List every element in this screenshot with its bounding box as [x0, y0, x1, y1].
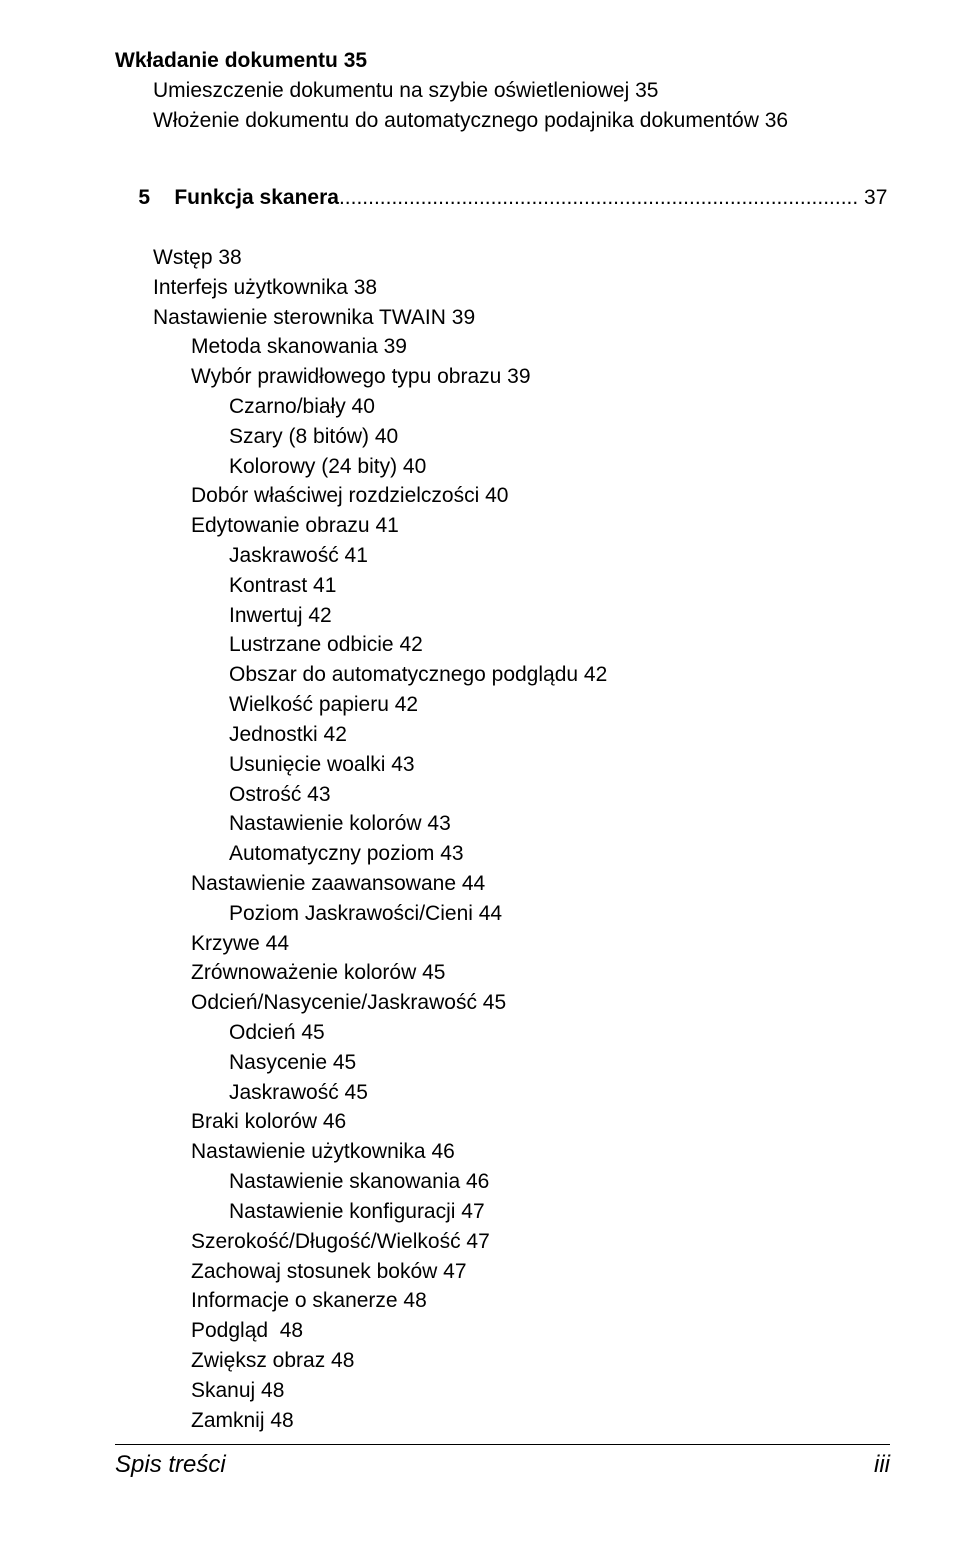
toc-entry: Metoda skanowania 39 — [115, 332, 890, 362]
toc-entry: Poziom Jaskrawości/Cieni 44 — [115, 899, 890, 929]
toc-entry: Obszar do automatycznego podglądu 42 — [115, 660, 890, 690]
toc-entry: Inwertuj 42 — [115, 601, 890, 631]
toc-entry: Ostrość 43 — [115, 780, 890, 810]
toc-entry: Edytowanie obrazu 41 — [115, 511, 890, 541]
toc-entry: Kontrast 41 — [115, 571, 890, 601]
footer-divider — [115, 1444, 890, 1445]
footer-left: Spis treści — [115, 1451, 226, 1479]
chapter-title: Funkcja skanera — [174, 186, 339, 209]
toc-entry: Nastawienie użytkownika 46 — [115, 1137, 890, 1167]
page: Wkładanie dokumentu 35Umieszczenie dokum… — [0, 0, 960, 1541]
toc-entry: Wkładanie dokumentu 35 — [115, 46, 890, 76]
toc-entry: Umieszczenie dokumentu na szybie oświetl… — [115, 76, 890, 106]
toc-entry: Nasycenie 45 — [115, 1048, 890, 1078]
footer-row: Spis treści iii — [115, 1451, 890, 1479]
toc-entry: Szerokość/Długość/Wielkość 47 — [115, 1227, 890, 1257]
chapter-dots: ........................................… — [339, 186, 864, 209]
toc-entry: Nastawienie kolorów 43 — [115, 809, 890, 839]
toc-entry: Lustrzane odbicie 42 — [115, 630, 890, 660]
toc-entry: Jaskrawość 45 — [115, 1078, 890, 1108]
toc-entry: Odcień 45 — [115, 1018, 890, 1048]
toc-entry: Nastawienie konfiguracji 47 — [115, 1197, 890, 1227]
toc-block-2: Wstęp 38Interfejs użytkownika 38Nastawie… — [115, 243, 890, 1436]
toc-entry: Krzywe 44 — [115, 929, 890, 959]
toc-entry: Braki kolorów 46 — [115, 1107, 890, 1137]
chapter-page: 37 — [864, 186, 887, 209]
toc-entry: Usunięcie woalki 43 — [115, 750, 890, 780]
toc-entry: Czarno/biały 40 — [115, 392, 890, 422]
page-footer: Spis treści iii — [115, 1444, 890, 1479]
chapter-line: 5Funkcja skanera........................… — [115, 153, 890, 242]
toc-entry: Zrównoważenie kolorów 45 — [115, 958, 890, 988]
toc-entry: Zwiększ obraz 48 — [115, 1346, 890, 1376]
chapter-number: 5 — [138, 183, 174, 213]
toc-entry: Interfejs użytkownika 38 — [115, 273, 890, 303]
toc-entry: Nastawienie sterownika TWAIN 39 — [115, 303, 890, 333]
toc-entry: Wybór prawidłowego typu obrazu 39 — [115, 362, 890, 392]
toc-entry: Zamknij 48 — [115, 1406, 890, 1436]
toc-entry: Odcień/Nasycenie/Jaskrawość 45 — [115, 988, 890, 1018]
toc-entry: Szary (8 bitów) 40 — [115, 422, 890, 452]
toc-entry: Jaskrawość 41 — [115, 541, 890, 571]
footer-right: iii — [874, 1451, 890, 1479]
toc-entry: Włożenie dokumentu do automatycznego pod… — [115, 106, 890, 136]
toc-entry: Podgląd 48 — [115, 1316, 890, 1346]
toc-entry: Zachowaj stosunek boków 47 — [115, 1257, 890, 1287]
toc-entry: Wstęp 38 — [115, 243, 890, 273]
toc-block-1: Wkładanie dokumentu 35Umieszczenie dokum… — [115, 46, 890, 135]
toc-entry: Nastawienie skanowania 46 — [115, 1167, 890, 1197]
toc-entry: Informacje o skanerze 48 — [115, 1286, 890, 1316]
toc-entry: Nastawienie zaawansowane 44 — [115, 869, 890, 899]
toc-entry: Skanuj 48 — [115, 1376, 890, 1406]
toc-entry: Dobór właściwej rozdzielczości 40 — [115, 481, 890, 511]
toc-entry: Jednostki 42 — [115, 720, 890, 750]
toc-entry: Wielkość papieru 42 — [115, 690, 890, 720]
toc-entry: Kolorowy (24 bity) 40 — [115, 452, 890, 482]
toc-entry: Automatyczny poziom 43 — [115, 839, 890, 869]
